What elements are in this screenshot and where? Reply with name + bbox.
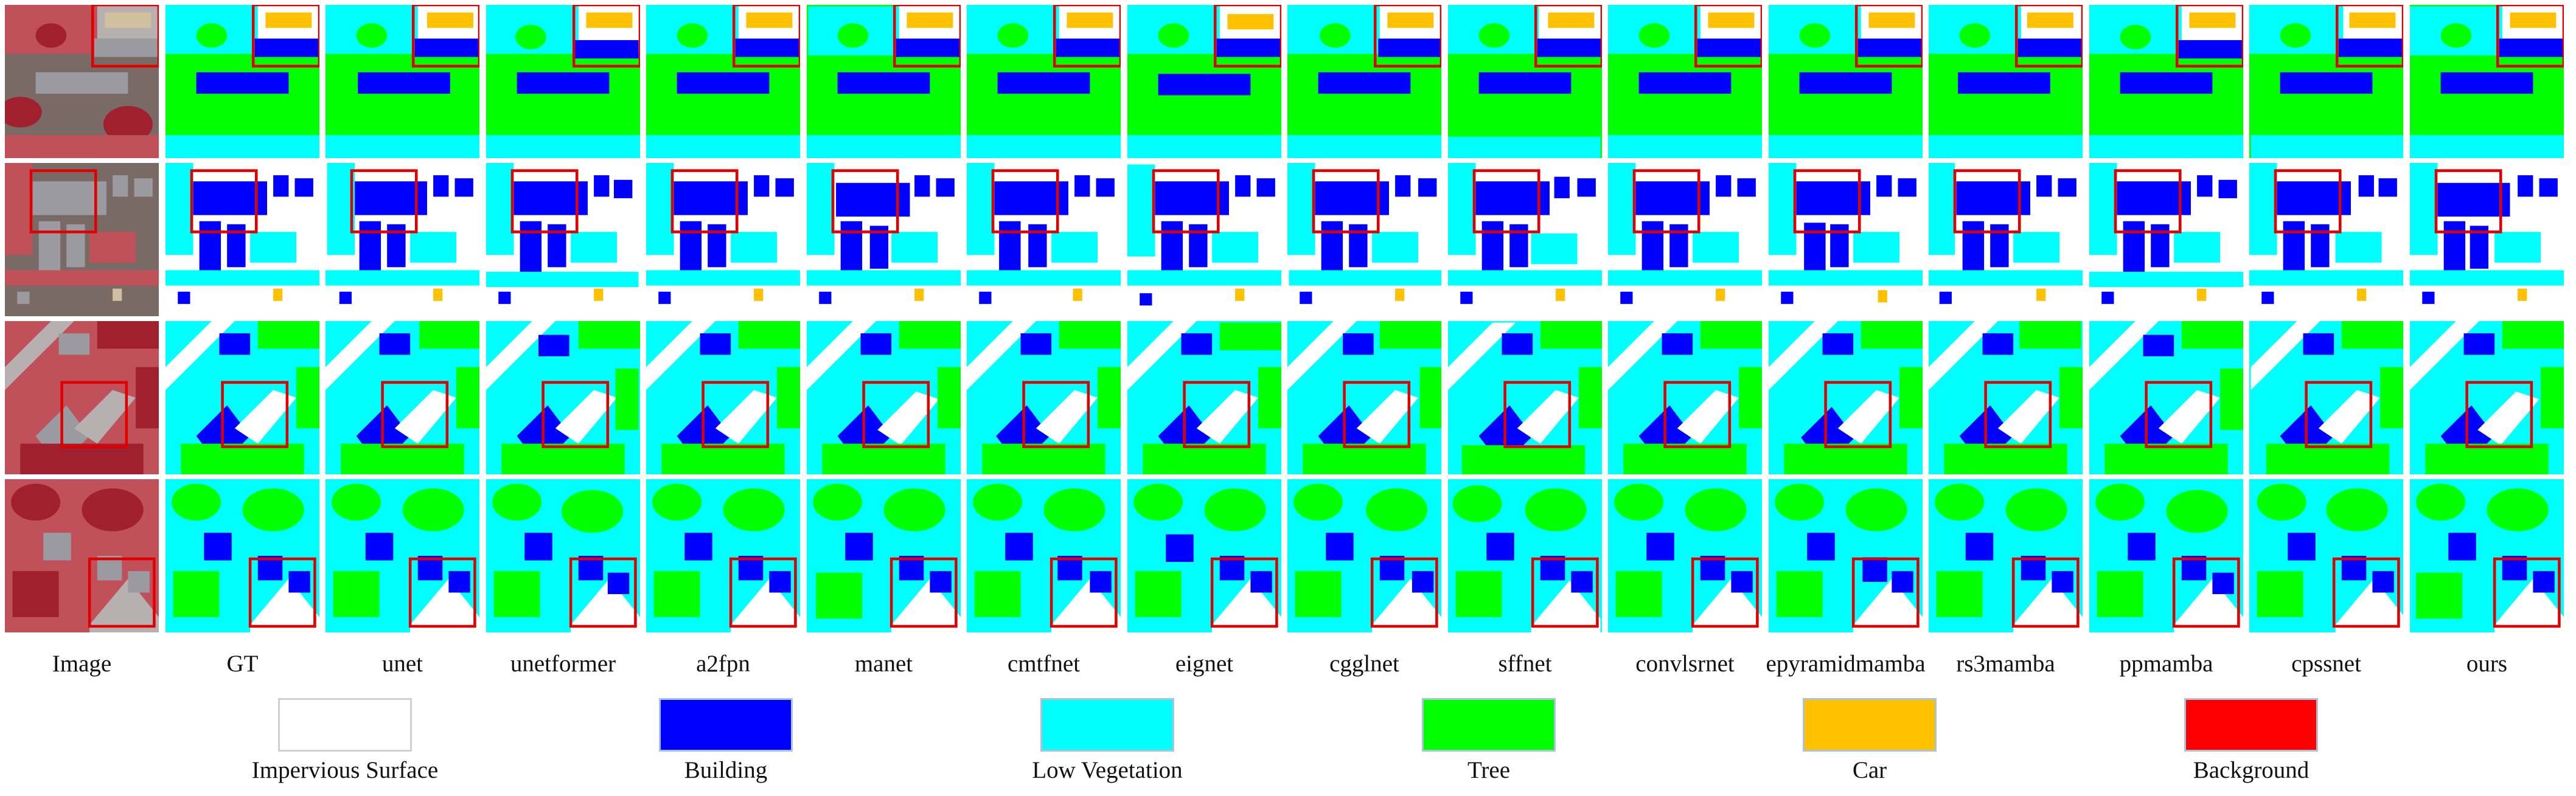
segmentation-map-r1-c13 (1929, 5, 2083, 158)
segmentation-map-r4-c5 (646, 479, 800, 632)
column-label-7: cmtfnet (1007, 651, 1081, 677)
segmentation-map-r2-c5 (646, 163, 800, 316)
segmentation-map-r4-c9 (1287, 479, 1441, 632)
segmentation-map-r2-c12 (1769, 163, 1923, 316)
column-label-3: unet (381, 651, 423, 677)
segmentation-map-r3-c9 (1287, 321, 1441, 474)
segmentation-map-r4-c8 (1127, 479, 1281, 632)
segmentation-map-r2-c4 (486, 163, 640, 316)
comparison-grid (5, 5, 2571, 632)
column-label-11: convlsrnet (1635, 651, 1735, 677)
column-label-13: rs3mamba (1956, 651, 2055, 677)
segmentation-map-r1-c3 (325, 5, 479, 158)
column-label-9: cgglnet (1329, 651, 1399, 677)
column-label-4: unetformer (510, 651, 616, 677)
segmentation-map-r1-c10 (1448, 5, 1602, 158)
column-label-14: ppmamba (2119, 651, 2213, 677)
legend-swatch-5 (1803, 698, 1937, 752)
input-image-r2-c1 (5, 163, 159, 316)
segmentation-map-r2-c6 (807, 163, 961, 316)
column-label-16: ours (2466, 651, 2508, 677)
column-label-1: Image (52, 651, 112, 677)
legend-label-4: Tree (1467, 757, 1511, 783)
legend-swatch-6 (2184, 698, 2318, 752)
segmentation-map-r2-c15 (2249, 163, 2403, 316)
segmentation-map-r3-c7 (967, 321, 1121, 474)
legend-label-5: Car (1852, 757, 1887, 783)
segmentation-map-r4-c2 (165, 479, 319, 632)
segmentation-map-r3-c6 (807, 321, 961, 474)
segmentation-map-r3-c10 (1448, 321, 1602, 474)
input-image-r3-c1 (5, 321, 159, 474)
segmentation-map-r1-c2 (165, 5, 319, 158)
segmentation-map-r4-c13 (1929, 479, 2083, 632)
legend-swatch-1 (278, 698, 412, 752)
input-image-r1-c1 (5, 5, 159, 158)
legend-label-1: Impervious Surface (251, 757, 439, 783)
segmentation-map-r4-c15 (2249, 479, 2403, 632)
segmentation-map-r2-c7 (967, 163, 1121, 316)
segmentation-map-r3-c4 (486, 321, 640, 474)
segmentation-map-r4-c3 (325, 479, 479, 632)
legend-swatch-4 (1422, 698, 1556, 752)
segmentation-map-r1-c12 (1769, 5, 1923, 158)
segmentation-map-r2-c14 (2089, 163, 2243, 316)
segmentation-map-r1-c9 (1287, 5, 1441, 158)
segmentation-map-r4-c6 (807, 479, 961, 632)
segmentation-map-r2-c8 (1127, 163, 1281, 316)
segmentation-map-r2-c9 (1287, 163, 1441, 316)
column-label-12: epyramidmamba (1766, 651, 1926, 677)
segmentation-map-r2-c16 (2410, 163, 2564, 316)
legend-swatch-3 (1040, 698, 1174, 752)
column-label-6: manet (854, 651, 913, 677)
column-label-2: GT (226, 651, 259, 677)
segmentation-map-r3-c11 (1608, 321, 1762, 474)
legend-label-6: Background (2193, 757, 2310, 783)
segmentation-map-r4-c10 (1448, 479, 1602, 632)
segmentation-map-r1-c8 (1127, 5, 1281, 158)
segmentation-map-r4-c4 (486, 479, 640, 632)
segmentation-map-r3-c14 (2089, 321, 2243, 474)
legend-swatch-2 (659, 698, 793, 752)
segmentation-map-r2-c2 (165, 163, 319, 316)
segmentation-map-r2-c11 (1608, 163, 1762, 316)
segmentation-map-r4-c7 (967, 479, 1121, 632)
segmentation-map-r1-c14 (2089, 5, 2243, 158)
segmentation-map-r3-c2 (165, 321, 319, 474)
segmentation-map-r1-c6 (807, 5, 961, 158)
segmentation-map-r2-c13 (1929, 163, 2083, 316)
column-label-10: sffnet (1498, 651, 1552, 677)
input-image-r4-c1 (5, 479, 159, 632)
segmentation-map-r1-c16 (2410, 5, 2564, 158)
segmentation-map-r3-c8 (1127, 321, 1281, 474)
segmentation-map-r3-c3 (325, 321, 479, 474)
segmentation-map-r2-c3 (325, 163, 479, 316)
segmentation-map-r3-c13 (1929, 321, 2083, 474)
segmentation-map-r1-c15 (2249, 5, 2403, 158)
segmentation-map-r3-c5 (646, 321, 800, 474)
segmentation-map-r1-c5 (646, 5, 800, 158)
segmentation-map-r4-c14 (2089, 479, 2243, 632)
legend-label-3: Low Vegetation (1032, 757, 1183, 783)
segmentation-map-r1-c7 (967, 5, 1121, 158)
column-label-8: eignet (1175, 651, 1234, 677)
segmentation-map-r2-c10 (1448, 163, 1602, 316)
legend-label-2: Building (684, 757, 768, 783)
segmentation-map-r1-c11 (1608, 5, 1762, 158)
segmentation-map-r1-c4 (486, 5, 640, 158)
segmentation-map-r4-c11 (1608, 479, 1762, 632)
segmentation-map-r4-c12 (1769, 479, 1923, 632)
segmentation-map-r3-c15 (2249, 321, 2403, 474)
column-label-5: a2fpn (696, 651, 750, 677)
segmentation-map-r4-c16 (2410, 479, 2564, 632)
segmentation-map-r3-c16 (2410, 321, 2564, 474)
segmentation-map-r3-c12 (1769, 321, 1923, 474)
column-label-15: cpssnet (2291, 651, 2361, 677)
